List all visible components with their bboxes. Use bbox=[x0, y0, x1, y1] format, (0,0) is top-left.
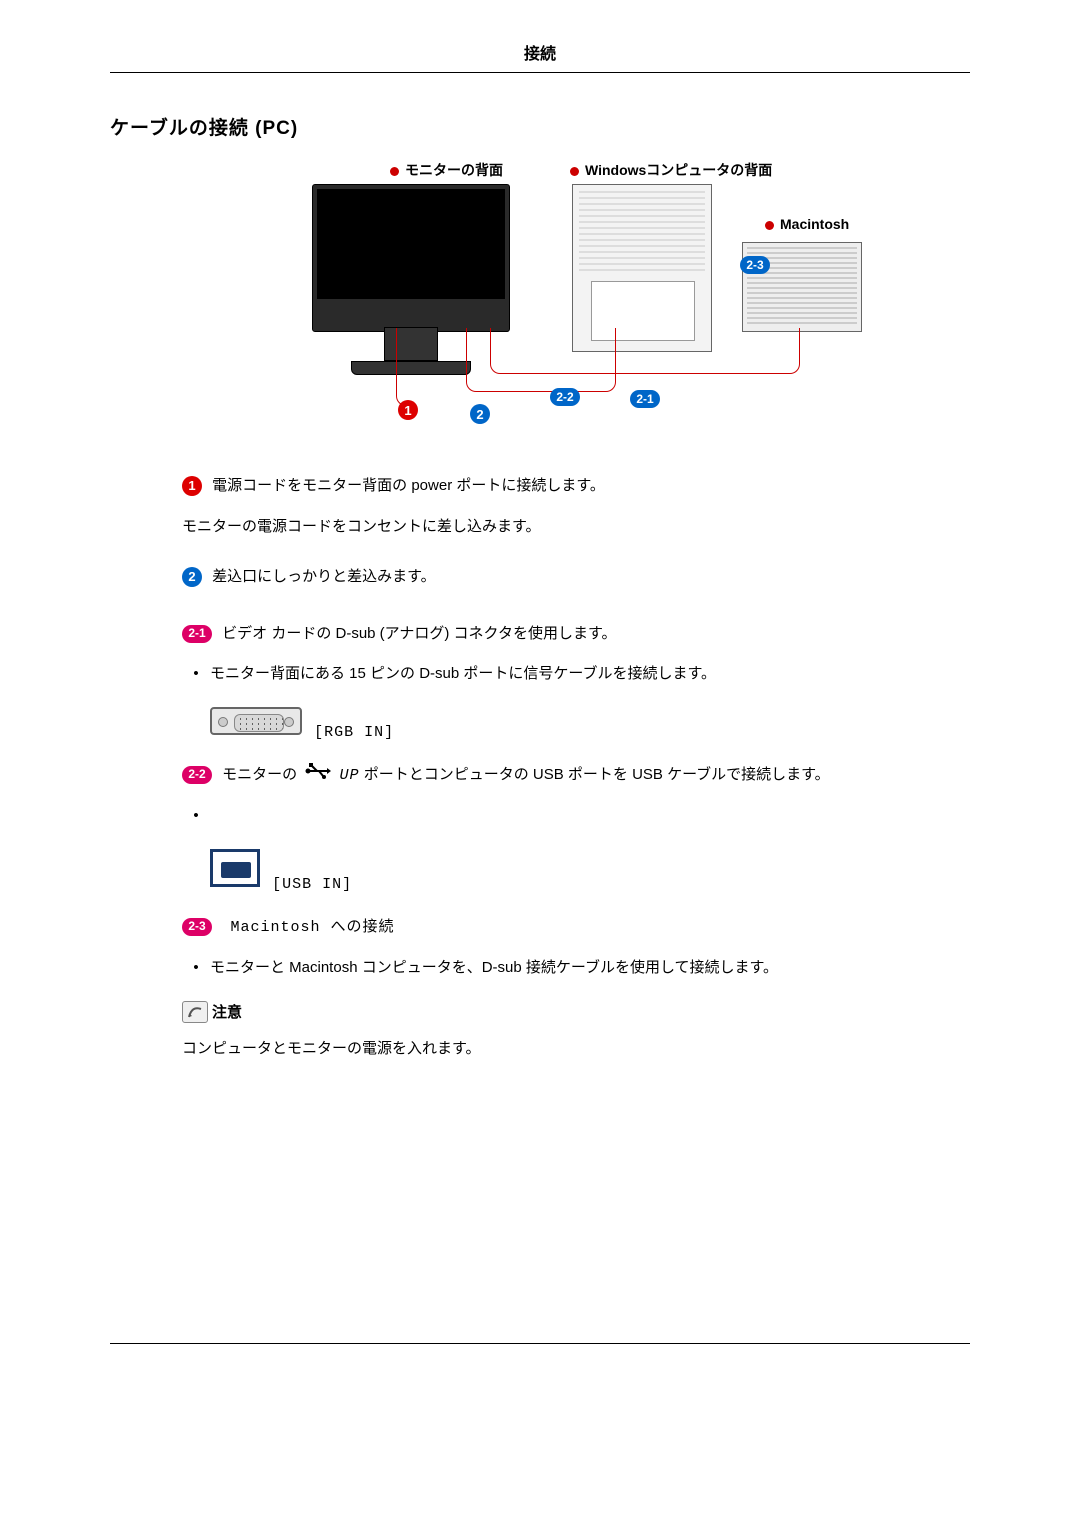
note-heading: 注意 bbox=[182, 1001, 898, 1023]
step-2-3: 2-3 Macintosh への接続 bbox=[182, 913, 898, 943]
note-label: 注意 bbox=[212, 1001, 242, 1022]
step-2-3-bullet: • モニターと Macintosh コンピュータを、D-sub 接続ケーブルを使… bbox=[182, 954, 898, 983]
step-1-badge: 1 bbox=[182, 476, 202, 496]
step-1: 1 電源コードをモニター背面の power ポートに接続します。 bbox=[182, 472, 898, 501]
step-2-2-empty-bullet: • bbox=[182, 802, 898, 831]
page-header: 接続 bbox=[110, 40, 970, 73]
step-2-badge: 2 bbox=[182, 567, 202, 587]
legend-mac-text: Macintosh bbox=[780, 216, 849, 232]
usb-in-port-row: [USB IN] bbox=[182, 843, 898, 893]
rgb-in-port-row: [RGB IN] bbox=[182, 701, 898, 741]
step-2-3-text: Macintosh への接続 bbox=[231, 919, 395, 936]
legend-monitor: モニターの背面 bbox=[390, 160, 503, 180]
step-2-2-up: UP bbox=[340, 767, 360, 784]
step-2-text: 差込口にしっかりと差込みます。 bbox=[212, 568, 436, 585]
legend-monitor-text: モニターの背面 bbox=[405, 162, 503, 178]
section-title: ケーブルの接続 (PC) bbox=[110, 113, 970, 140]
step-1-text-a: 電源コードをモニター背面の power ポートに接続します。 bbox=[212, 477, 605, 494]
step-2-3-bullet-text: モニターと Macintosh コンピュータを、D-sub 接続ケーブルを使用し… bbox=[210, 954, 898, 983]
usb-trident-icon bbox=[305, 761, 331, 790]
monitor-rear-illustration bbox=[312, 184, 510, 332]
rgb-port-label: [RGB IN] bbox=[314, 724, 394, 741]
rgb-port-icon bbox=[210, 707, 302, 735]
step-2-2-badge: 2-2 bbox=[182, 766, 212, 784]
step-2-2: 2-2 モニターの UP ポートとコンピュータの USB ポートを USB ケー… bbox=[182, 761, 898, 791]
diagram-badge-2-1: 2-1 bbox=[630, 390, 660, 408]
note-icon bbox=[182, 1001, 208, 1023]
step-2-2-text-b: ポートとコンピュータの USB ポートを USB ケーブルで接続します。 bbox=[364, 766, 830, 783]
note-text: コンピュータとモニターの電源を入れます。 bbox=[182, 1035, 898, 1064]
legend-mac: Macintosh bbox=[765, 216, 849, 232]
instructions-body: 1 電源コードをモニター背面の power ポートに接続します。 モニターの電源… bbox=[110, 472, 970, 1063]
step-2-1-bullet: • モニター背面にある 15 ピンの D-sub ポートに信号ケーブルを接続しま… bbox=[182, 660, 898, 689]
step-2-1-bullet-text: モニター背面にある 15 ピンの D-sub ポートに信号ケーブルを接続します。 bbox=[210, 660, 898, 689]
diagram-badge-2-3: 2-3 bbox=[740, 256, 770, 274]
footer-rule bbox=[110, 1343, 970, 1344]
diagram-badge-2: 2 bbox=[470, 404, 490, 424]
diagram-badge-2-2: 2-2 bbox=[550, 388, 580, 406]
usb-port-icon bbox=[210, 849, 260, 887]
step-1-text-b: モニターの電源コードをコンセントに差し込みます。 bbox=[182, 513, 898, 542]
usb-port-label: [USB IN] bbox=[272, 876, 352, 893]
step-2-1-badge: 2-1 bbox=[182, 625, 212, 643]
signal-cable-line-2 bbox=[490, 328, 800, 374]
legend-windows: Windowsコンピュータの背面 bbox=[570, 160, 772, 180]
windows-pc-rear-illustration bbox=[572, 184, 712, 352]
legend-windows-text: Windowsコンピュータの背面 bbox=[585, 162, 772, 178]
step-2: 2 差込口にしっかりと差込みます。 bbox=[182, 563, 898, 592]
step-2-1-text: ビデオ カードの D-sub (アナログ) コネクタを使用します。 bbox=[222, 625, 616, 642]
diagram-badge-1: 1 bbox=[398, 400, 418, 420]
step-2-3-badge: 2-3 bbox=[182, 918, 212, 936]
connection-diagram: モニターの背面 Windowsコンピュータの背面 Macintosh 1 2 2… bbox=[110, 158, 970, 432]
step-2-1: 2-1 ビデオ カードの D-sub (アナログ) コネクタを使用します。 bbox=[182, 620, 898, 649]
step-2-2-text-a: モニターの bbox=[222, 766, 297, 783]
power-cable-line bbox=[396, 328, 414, 406]
